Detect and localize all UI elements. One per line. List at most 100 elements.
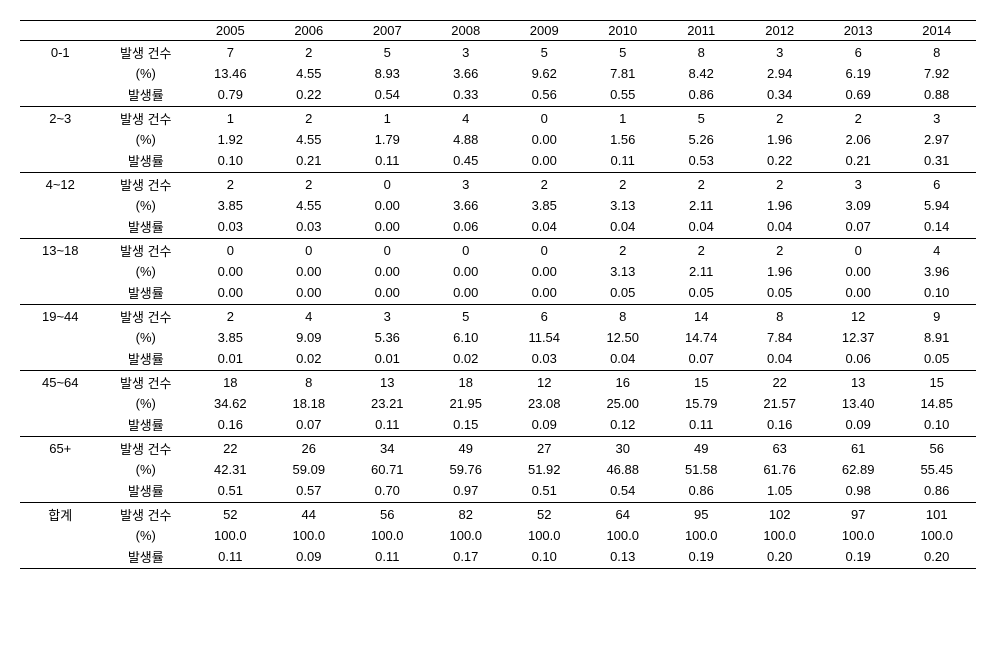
cell-value: 0.00 (505, 281, 583, 305)
cell-value: 2 (270, 41, 348, 65)
cell-value: 100.0 (348, 526, 426, 545)
cell-value: 0.57 (270, 479, 348, 503)
cell-value: 0.01 (191, 347, 269, 371)
metric-label: 발생 건수 (101, 437, 192, 461)
metric-label: 발생 건수 (101, 371, 192, 395)
table-row: 19~44발생 건수243568148129 (20, 305, 976, 329)
cell-value: 100.0 (427, 526, 505, 545)
cell-value: 0.05 (740, 281, 818, 305)
cell-value: 51.58 (662, 460, 740, 479)
metric-label: 발생률 (101, 347, 192, 371)
cell-value: 0.00 (819, 281, 897, 305)
cell-value: 0.05 (583, 281, 661, 305)
cell-value: 9 (897, 305, 976, 329)
cell-value: 2.11 (662, 196, 740, 215)
cell-value: 0.06 (427, 215, 505, 239)
group-label (20, 545, 101, 569)
cell-value: 0.86 (662, 83, 740, 107)
cell-value: 4.55 (270, 130, 348, 149)
cell-value: 0 (191, 239, 269, 263)
table-row: 발생률0.100.210.110.450.000.110.530.220.210… (20, 149, 976, 173)
table-row: 합계발생 건수5244568252649510297101 (20, 503, 976, 527)
cell-value: 2.06 (819, 130, 897, 149)
cell-value: 0.04 (662, 215, 740, 239)
cell-value: 2.97 (897, 130, 976, 149)
metric-label: (%) (101, 328, 192, 347)
cell-value: 16 (583, 371, 661, 395)
cell-value: 9.09 (270, 328, 348, 347)
cell-value: 8.42 (662, 64, 740, 83)
metric-label: 발생률 (101, 215, 192, 239)
cell-value: 15.79 (662, 394, 740, 413)
cell-value: 2.11 (662, 262, 740, 281)
cell-value: 6 (819, 41, 897, 65)
table-row: (%)34.6218.1823.2121.9523.0825.0015.7921… (20, 394, 976, 413)
cell-value: 2 (740, 173, 818, 197)
cell-value: 0.00 (348, 196, 426, 215)
group-label (20, 526, 101, 545)
cell-value: 3 (819, 173, 897, 197)
cell-value: 0.54 (348, 83, 426, 107)
group-label: 2~3 (20, 107, 101, 131)
cell-value: 14.74 (662, 328, 740, 347)
cell-value: 0.19 (662, 545, 740, 569)
cell-value: 5 (662, 107, 740, 131)
cell-value: 3 (897, 107, 976, 131)
cell-value: 0.04 (740, 215, 818, 239)
table-row: 65+발생 건수22263449273049636156 (20, 437, 976, 461)
cell-value: 13 (819, 371, 897, 395)
cell-value: 0.19 (819, 545, 897, 569)
cell-value: 62.89 (819, 460, 897, 479)
cell-value: 3.85 (191, 328, 269, 347)
cell-value: 101 (897, 503, 976, 527)
cell-value: 3.85 (505, 196, 583, 215)
metric-label: 발생률 (101, 545, 192, 569)
cell-value: 97 (819, 503, 897, 527)
cell-value: 18 (191, 371, 269, 395)
cell-value: 3.13 (583, 196, 661, 215)
cell-value: 0.04 (583, 347, 661, 371)
cell-value: 51.92 (505, 460, 583, 479)
cell-value: 0.11 (191, 545, 269, 569)
table-row: (%)1.924.551.794.880.001.565.261.962.062… (20, 130, 976, 149)
cell-value: 6 (897, 173, 976, 197)
group-label: 0-1 (20, 41, 101, 65)
cell-value: 0 (348, 239, 426, 263)
group-label (20, 394, 101, 413)
cell-value: 1 (191, 107, 269, 131)
cell-value: 12 (819, 305, 897, 329)
cell-value: 0.00 (348, 281, 426, 305)
cell-value: 60.71 (348, 460, 426, 479)
metric-label: 발생 건수 (101, 305, 192, 329)
cell-value: 102 (740, 503, 818, 527)
cell-value: 23.21 (348, 394, 426, 413)
cell-value: 0.55 (583, 83, 661, 107)
cell-value: 12.50 (583, 328, 661, 347)
cell-value: 0 (505, 107, 583, 131)
cell-value: 7.81 (583, 64, 661, 83)
cell-value: 0.00 (191, 281, 269, 305)
cell-value: 0.51 (191, 479, 269, 503)
cell-value: 1.96 (740, 262, 818, 281)
metric-label: 발생 건수 (101, 107, 192, 131)
cell-value: 2 (740, 239, 818, 263)
metric-label: (%) (101, 526, 192, 545)
header-year: 2012 (740, 21, 818, 41)
cell-value: 22 (191, 437, 269, 461)
table-row: 발생률0.790.220.540.330.560.550.860.340.690… (20, 83, 976, 107)
group-label (20, 281, 101, 305)
cell-value: 82 (427, 503, 505, 527)
table-row: (%)42.3159.0960.7159.7651.9246.8851.5861… (20, 460, 976, 479)
cell-value: 12.37 (819, 328, 897, 347)
header-year: 2010 (583, 21, 661, 41)
header-year: 2011 (662, 21, 740, 41)
cell-value: 52 (191, 503, 269, 527)
cell-value: 0.33 (427, 83, 505, 107)
cell-value: 4 (897, 239, 976, 263)
metric-label: 발생률 (101, 83, 192, 107)
table-row: 45~64발생 건수1881318121615221315 (20, 371, 976, 395)
cell-value: 0.01 (348, 347, 426, 371)
cell-value: 0.09 (270, 545, 348, 569)
cell-value: 0.00 (348, 262, 426, 281)
metric-label: 발생 건수 (101, 239, 192, 263)
